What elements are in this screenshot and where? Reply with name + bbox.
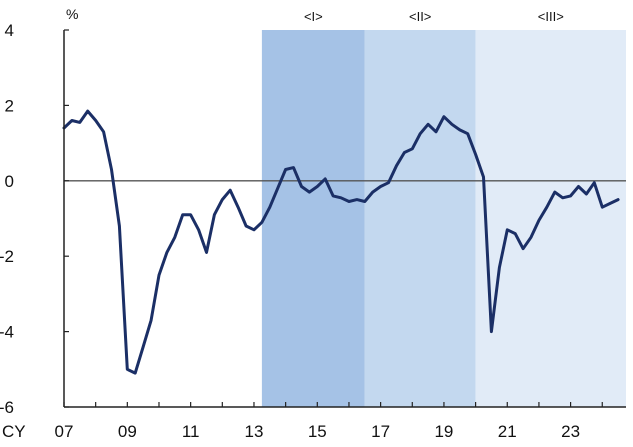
y-tick-label: 4 — [5, 21, 14, 40]
y-unit-label: % — [66, 6, 78, 22]
x-tick-label: 13 — [245, 422, 264, 441]
series-layer — [62, 109, 620, 375]
period-band-1 — [261, 30, 365, 407]
y-tick-label: -2 — [0, 247, 14, 266]
period-band-2 — [364, 30, 476, 407]
x-tick-label: 17 — [371, 422, 390, 441]
y-tick-label: 2 — [5, 96, 14, 115]
y-tick-label: 0 — [5, 172, 14, 191]
period-band-3 — [475, 30, 626, 407]
axes — [63, 29, 626, 408]
y-tick-label: -6 — [0, 398, 14, 417]
x-axis-prefix: CY — [2, 422, 26, 441]
x-tick-label: 15 — [308, 422, 327, 441]
period-label-2: <II> — [409, 9, 431, 24]
x-tick-label: 07 — [55, 422, 74, 441]
y-tick-labels: 4 2 0 -2 -4 -6 — [0, 21, 14, 417]
x-tick-labels: 07 09 11 13 15 17 19 21 23 — [55, 422, 581, 441]
y-tick-label: -4 — [0, 323, 14, 342]
series-line-1 — [62, 109, 620, 375]
period-labels: <I> <II> <III> — [304, 9, 564, 24]
x-tick-label: 19 — [434, 422, 453, 441]
x-tick-label: 11 — [182, 422, 200, 441]
period-label-1: <I> — [304, 9, 323, 24]
x-tick-label: 23 — [561, 422, 580, 441]
x-tick-label: 09 — [118, 422, 137, 441]
period-bands — [261, 30, 626, 407]
period-label-3: <III> — [538, 9, 564, 24]
x-tick-label: 21 — [498, 422, 517, 441]
